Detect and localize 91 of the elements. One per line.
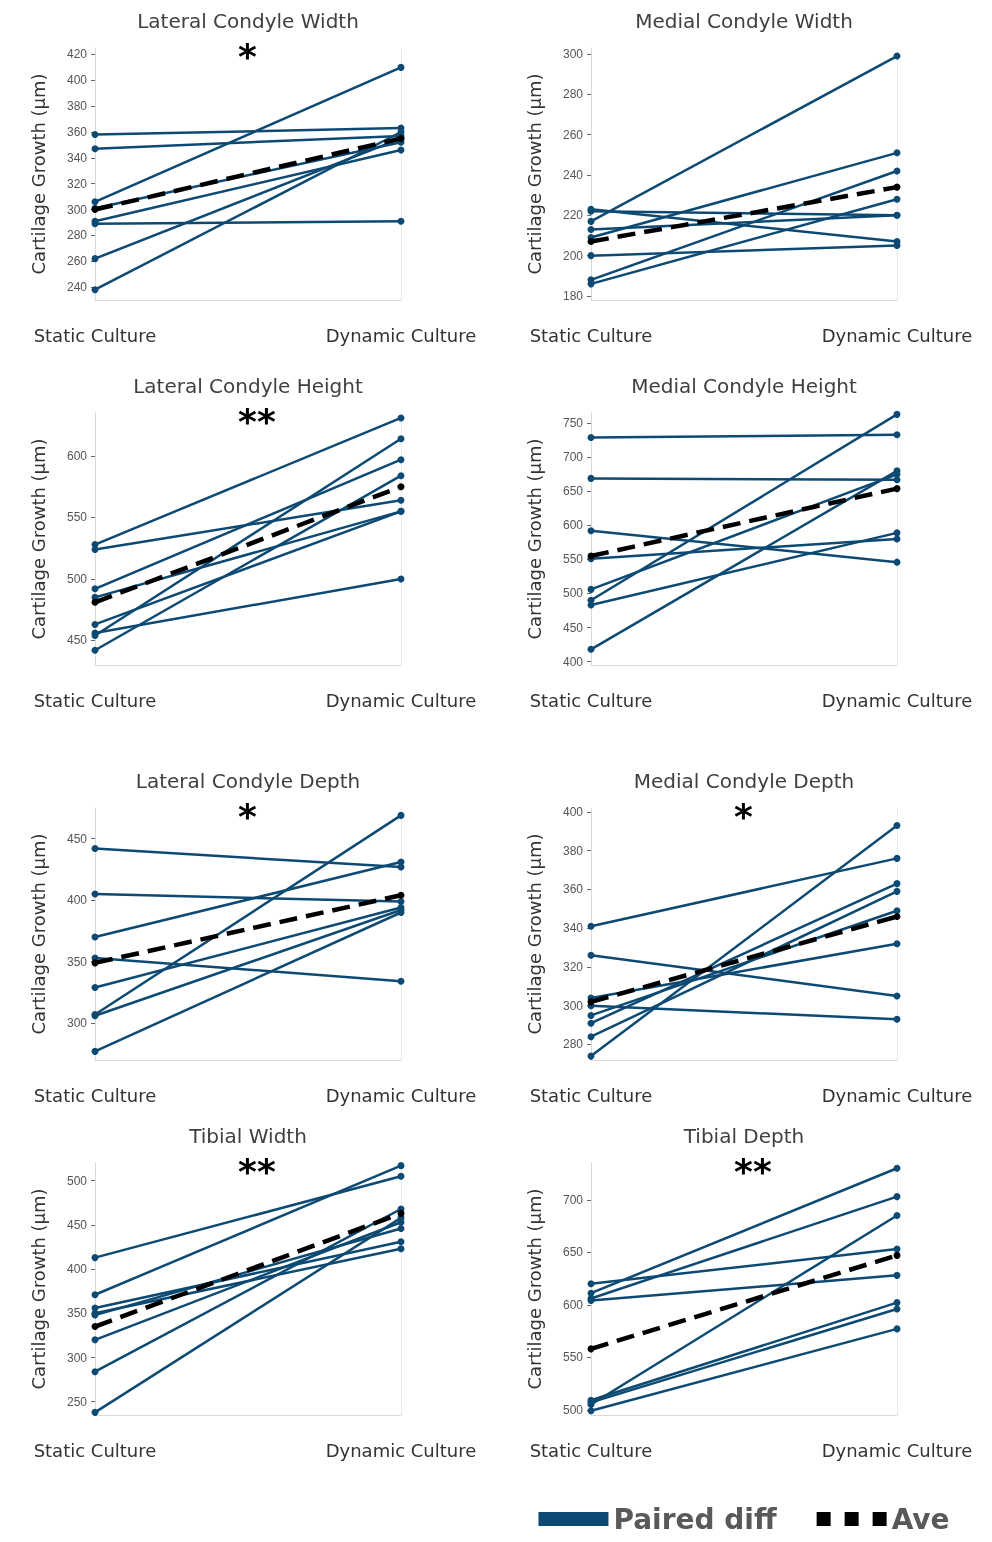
annotation: ** — [734, 1150, 772, 1192]
x-tick-label: Dynamic Culture — [325, 1084, 477, 1106]
y-tick-label: 180 — [562, 288, 584, 303]
y-tick-label: 320 — [562, 959, 584, 974]
y-tick-label: 450 — [66, 1217, 88, 1232]
y-axis-title: Cartilage Growth (µm) — [523, 73, 545, 275]
y-tick-label: 450 — [562, 620, 584, 635]
annotation: ** — [238, 400, 276, 442]
y-tick-label: 360 — [66, 125, 88, 139]
legend-label: Ave — [891, 1502, 950, 1536]
y-tick-label: 280 — [562, 87, 584, 102]
annotation: * — [238, 795, 258, 837]
y-tick-label: 550 — [562, 1350, 584, 1365]
legend-label: Paired diff — [613, 1502, 777, 1536]
y-tick-label: 400 — [562, 804, 584, 819]
y-tick-label: 400 — [562, 654, 584, 669]
y-tick-label: 240 — [66, 280, 88, 295]
chart-title: Lateral Condyle Width — [137, 9, 359, 33]
y-tick-label: 450 — [66, 633, 88, 648]
x-tick-label: Dynamic Culture — [821, 324, 973, 346]
y-tick-label: 260 — [562, 127, 584, 142]
chart-title: Lateral Condyle Height — [133, 374, 363, 398]
y-tick-label: 500 — [66, 1173, 88, 1188]
y-tick-label: 700 — [562, 1192, 584, 1207]
y-tick-label: 650 — [562, 484, 584, 499]
x-tick-label: Static Culture — [529, 1439, 653, 1461]
x-tick-label: Dynamic Culture — [821, 1084, 973, 1106]
y-axis-title: Cartilage Growth (µm) — [523, 833, 545, 1035]
y-tick-label: 450 — [66, 831, 88, 846]
y-tick-label: 380 — [66, 99, 88, 114]
y-tick-label: 350 — [66, 954, 88, 969]
x-tick-label: Dynamic Culture — [325, 689, 477, 711]
x-tick-label: Dynamic Culture — [325, 324, 477, 346]
y-tick-label: 500 — [562, 1402, 584, 1417]
x-tick-label: Static Culture — [529, 324, 653, 346]
y-axis-title: Cartilage Growth (µm) — [523, 1188, 545, 1390]
y-axis-title: Cartilage Growth (µm) — [27, 438, 49, 640]
y-axis-title: Cartilage Growth (µm) — [27, 73, 49, 275]
y-tick-label: 260 — [66, 254, 88, 269]
y-tick-label: 280 — [562, 1037, 584, 1052]
chart-title: Medial Condyle Width — [635, 9, 853, 33]
y-tick-label: 200 — [562, 248, 584, 263]
y-tick-label: 300 — [66, 1016, 88, 1031]
x-tick-label: Dynamic Culture — [821, 689, 973, 711]
y-tick-label: 250 — [66, 1394, 88, 1409]
y-tick-label: 220 — [562, 208, 584, 223]
y-tick-label: 400 — [66, 893, 88, 908]
y-tick-label: 600 — [562, 1297, 584, 1312]
y-tick-label: 500 — [562, 586, 584, 601]
y-tick-label: 650 — [562, 1245, 584, 1260]
y-tick-label: 300 — [66, 1350, 88, 1365]
y-tick-label: 300 — [66, 202, 88, 217]
chart-title: Lateral Condyle Depth — [135, 769, 361, 793]
y-tick-label: 300 — [562, 47, 584, 62]
x-tick-label: Static Culture — [529, 1084, 653, 1106]
x-tick-label: Static Culture — [33, 689, 157, 711]
y-tick-label: 300 — [562, 998, 584, 1013]
annotation: * — [734, 795, 754, 837]
y-tick-label: 280 — [66, 228, 88, 243]
y-tick-label: 400 — [66, 73, 88, 88]
x-tick-label: Static Culture — [33, 1439, 157, 1461]
y-tick-label: 750 — [562, 416, 584, 431]
x-tick-label: Static Culture — [33, 324, 157, 346]
y-tick-label: 320 — [66, 176, 88, 191]
annotation: * — [238, 35, 258, 77]
annotation: ** — [238, 1150, 276, 1192]
y-tick-label: 420 — [66, 47, 88, 62]
x-tick-label: Static Culture — [33, 1084, 157, 1106]
y-tick-label: 400 — [66, 1262, 88, 1277]
y-tick-label: 350 — [66, 1306, 88, 1321]
y-tick-label: 600 — [562, 518, 584, 533]
y-tick-label: 240 — [562, 168, 584, 183]
y-tick-label: 360 — [562, 882, 584, 897]
y-axis-title: Cartilage Growth (µm) — [27, 1188, 49, 1390]
y-axis-title: Cartilage Growth (µm) — [523, 438, 545, 640]
y-tick-label: 550 — [66, 510, 88, 525]
x-tick-label: Dynamic Culture — [821, 1439, 973, 1461]
y-axis-title: Cartilage Growth (µm) — [27, 833, 49, 1035]
y-tick-label: 500 — [66, 571, 88, 586]
y-tick-label: 700 — [562, 450, 584, 465]
y-tick-label: 550 — [562, 552, 584, 567]
y-tick-label: 340 — [562, 921, 584, 936]
chart-title: Tibial Depth — [682, 1124, 805, 1148]
chart-title: Tibial Width — [188, 1124, 307, 1148]
y-tick-label: 340 — [66, 150, 88, 165]
x-tick-label: Dynamic Culture — [325, 1439, 477, 1461]
x-tick-label: Static Culture — [529, 689, 653, 711]
chart-title: Medial Condyle Height — [631, 374, 858, 398]
y-tick-label: 380 — [562, 843, 584, 858]
chart-title: Medial Condyle Depth — [633, 769, 855, 793]
y-tick-label: 600 — [66, 449, 88, 464]
